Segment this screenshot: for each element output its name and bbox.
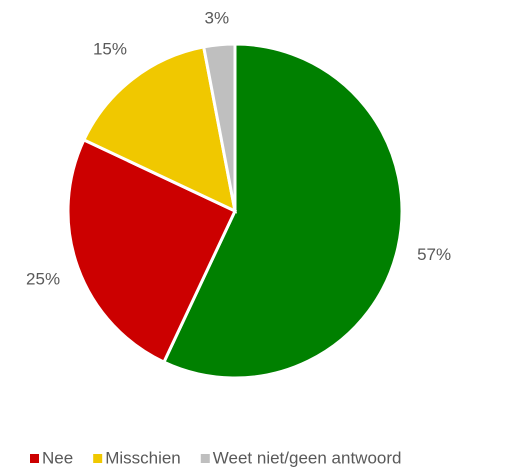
pie-slice: [161, 42, 404, 380]
data-label: 15%: [93, 39, 127, 58]
data-label: 3%: [205, 8, 230, 27]
legend-label: Nee: [42, 448, 73, 467]
legend-label: Weet niet/geen antwoord: [213, 448, 402, 467]
pie-slice: [201, 42, 237, 212]
legend-label: Misschien: [105, 448, 181, 467]
legend-swatch: [30, 454, 39, 463]
legend-swatch: [93, 454, 103, 463]
pie-slice: [66, 137, 237, 365]
data-label: 25%: [26, 270, 60, 289]
data-label: 57%: [417, 245, 451, 264]
pie-slice: [81, 45, 238, 214]
legend-swatch: [200, 454, 210, 463]
